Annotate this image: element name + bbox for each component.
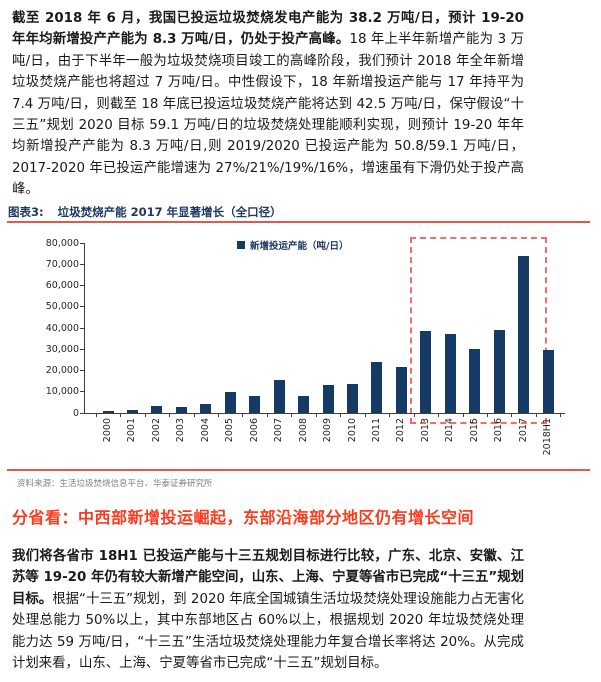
y-axis-label: 10,000 — [45, 386, 79, 398]
x-axis-tick — [462, 414, 464, 417]
y-axis-tick — [80, 348, 84, 350]
x-axis-label-2017: 2017 — [517, 418, 529, 443]
figure-top-rule — [7, 221, 590, 223]
y-axis-label: 70,000 — [45, 258, 79, 270]
legend-swatch-icon — [237, 241, 245, 249]
paragraph-capacity-overview: 截至 2018 年 6 月，我国已投运垃圾焚烧发电产能为 38.2 万吨/日，预… — [12, 8, 524, 201]
y-axis-label: 60,000 — [45, 280, 79, 291]
y-axis-label: 50,000 — [45, 301, 79, 313]
bar-2006 — [249, 396, 261, 413]
bar-2007 — [273, 379, 285, 413]
para1-bold-lead: 截至 2018 年 6 月，我国已投运垃圾焚烧发电产能为 38.2 万吨/日，预… — [12, 11, 524, 48]
bar-2002 — [151, 405, 163, 413]
x-axis-label-2011: 2011 — [370, 418, 382, 443]
y-axis-line — [84, 243, 85, 413]
para1-rest: 18 年上半年新增产能为 3 万吨/日，由于下半年一般为垃圾焚烧项目竣工的高峰阶… — [12, 32, 525, 198]
bar-2010 — [347, 383, 358, 413]
bar-2013 — [420, 330, 432, 413]
bar-2017 — [518, 256, 530, 413]
figure-title: 垃圾焚烧产能 2017 年显著增长（全口径） — [57, 205, 282, 219]
x-axis-label-2014: 2014 — [444, 418, 456, 443]
x-axis-label-2012: 2012 — [395, 418, 407, 443]
bar-2009 — [322, 384, 334, 413]
x-axis-tick — [486, 414, 488, 417]
x-axis-label-2016: 2016 — [493, 418, 505, 443]
x-axis-tick — [438, 414, 440, 417]
para2-rest: 根据“十三五”规划，到 2020 年底全国城镇生活垃圾焚烧处理设施能力占无害化处… — [12, 591, 525, 672]
x-axis-tick — [413, 414, 415, 417]
x-axis-label-2013: 2013 — [419, 418, 431, 443]
figure-header: 图表3: 垃圾焚烧产能 2017 年显著增长（全口径） — [8, 204, 282, 220]
x-axis-label-2018H1: 2018H1 — [542, 418, 554, 456]
y-axis-tick — [80, 327, 84, 329]
bar-2015 — [469, 348, 481, 413]
paragraph-province-comparison: 我们将各省市 18H1 已投运产能与十三五规划目标进行比较，广东、北京、安徽、江… — [12, 546, 524, 674]
y-axis-tick — [80, 391, 84, 393]
y-axis-tick — [80, 370, 84, 371]
y-axis-tick — [80, 263, 84, 265]
x-axis-tick — [340, 414, 342, 417]
x-axis-tick — [266, 414, 268, 417]
x-axis-label-2007: 2007 — [273, 418, 285, 443]
y-axis-tick — [80, 306, 84, 308]
bar-2014 — [444, 334, 456, 413]
x-axis-tick — [511, 414, 513, 417]
figure-label: 图表3: — [8, 205, 44, 219]
x-axis-tick — [218, 414, 220, 417]
bar-2004 — [200, 403, 212, 413]
bar-2012 — [395, 367, 407, 413]
bar-2011 — [371, 361, 383, 413]
source-note: 资料来源：生活垃圾焚烧信息平台、华泰证券研究所 — [17, 479, 213, 489]
para2-bold-lead: 我们将各省市 18H1 已投运产能与十三五规划目标进行比较，广东、北京、安徽、江… — [12, 549, 524, 607]
figure-bottom-rule — [7, 469, 590, 471]
x-axis-tick — [169, 414, 171, 417]
x-axis-label-2002: 2002 — [150, 418, 162, 443]
bar-2018H1 — [542, 350, 554, 413]
x-axis-tick — [535, 414, 537, 417]
x-axis-tick — [560, 414, 562, 417]
x-axis-label-2008: 2008 — [297, 418, 309, 443]
highlight-dashed-box — [410, 237, 547, 424]
x-axis-tick — [364, 414, 366, 417]
x-axis-label-2005: 2005 — [224, 418, 236, 443]
y-axis-label: 0 — [72, 407, 79, 419]
legend-label: 新增投运产能（吨/日） — [250, 241, 349, 252]
x-axis-label-2001: 2001 — [126, 418, 138, 443]
x-axis-label-2006: 2006 — [248, 418, 260, 443]
x-axis-label-2010: 2010 — [346, 418, 358, 443]
x-axis-label-2004: 2004 — [199, 418, 211, 443]
x-axis-tick — [291, 414, 293, 417]
bar-2003 — [175, 406, 187, 413]
x-axis-label-2009: 2009 — [322, 418, 334, 443]
bar-2005 — [224, 391, 236, 413]
y-axis-tick — [80, 412, 84, 414]
y-axis-tick — [80, 285, 84, 286]
y-axis-tick — [80, 242, 84, 244]
x-axis-label-2015: 2015 — [468, 418, 480, 443]
x-axis-tick — [144, 414, 146, 417]
chart-legend: 新增投运产能（吨/日） — [237, 238, 348, 252]
x-axis-tick — [193, 414, 195, 417]
section-heading: 分省看：中西部新增投运崛起，东部沿海部分地区仍有增长空间 — [12, 508, 475, 527]
x-axis-tick — [242, 414, 244, 417]
x-axis-label-2000: 2000 — [102, 418, 113, 443]
x-axis-tick — [315, 414, 317, 417]
x-axis-tick — [389, 414, 391, 417]
y-axis-label: 20,000 — [45, 365, 79, 376]
x-axis-label-2003: 2003 — [175, 418, 187, 443]
x-axis-tick — [120, 414, 122, 417]
bar-2001 — [126, 410, 138, 413]
bar-2008 — [298, 396, 310, 413]
y-axis-label: 30,000 — [45, 343, 79, 355]
bar-2000 — [102, 411, 114, 413]
y-axis-label: 40,000 — [45, 322, 79, 334]
y-axis-label: 80,000 — [45, 237, 79, 249]
x-axis-line — [84, 413, 565, 414]
x-axis-tick — [95, 414, 97, 417]
bar-2016 — [493, 330, 505, 413]
